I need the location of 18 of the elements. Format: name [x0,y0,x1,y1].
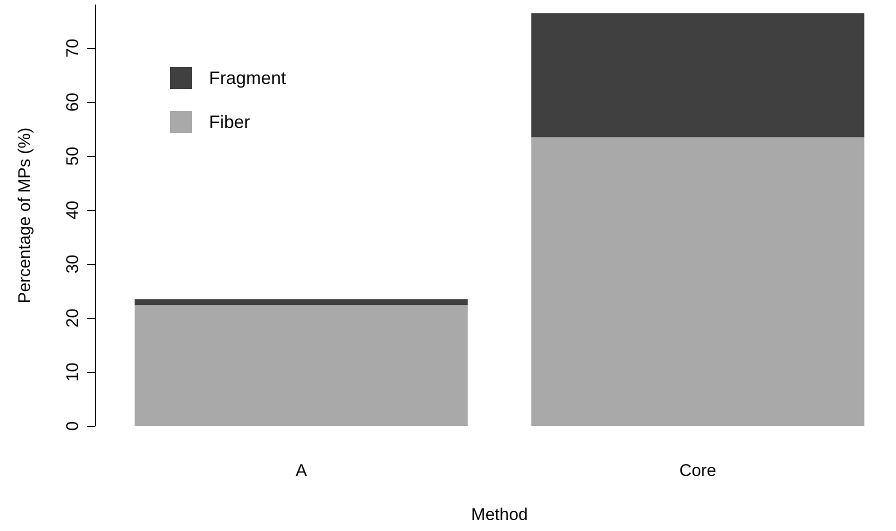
y-tick-label: 60 [63,92,82,112]
legend-label: Fiber [209,112,250,132]
y-tick-label: 30 [63,254,82,274]
bar [531,13,864,138]
y-tick-label: 10 [63,362,82,382]
y-tick-label: 50 [63,146,82,166]
y-axis-title: Percentage of MPs (%) [15,128,34,304]
y-tick-label: 40 [63,200,82,220]
bar [531,137,864,426]
legend-label: Fragment [209,68,286,88]
y-tick-label: 0 [63,421,82,431]
x-tick-label: Core [679,461,716,480]
x-axis-title: Method [471,505,528,524]
bar [134,299,468,306]
bar [134,305,468,426]
y-tick-label: 20 [63,308,82,328]
y-tick-label: 70 [63,38,82,58]
x-tick-label: A [296,461,308,480]
